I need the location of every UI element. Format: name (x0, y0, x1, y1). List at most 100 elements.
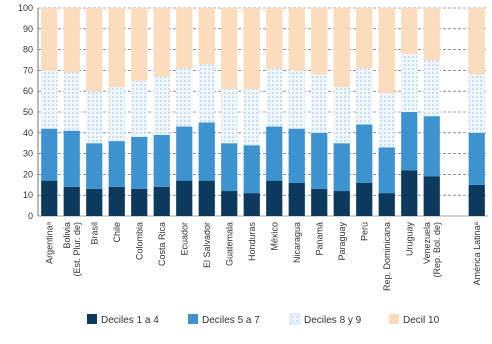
x-tick-label: Honduras (247, 222, 257, 262)
legend-swatch (87, 314, 97, 324)
bar-segment-4 (108, 8, 125, 88)
bar-segment-3 (41, 70, 58, 129)
bar-segment-3 (423, 60, 440, 117)
bar-segment-2 (333, 143, 350, 192)
gridlines (38, 7, 488, 217)
bar-segment-3 (468, 74, 485, 133)
legend-label: Deciles 1 a 4 (101, 315, 159, 326)
bar-segment-2 (356, 124, 373, 183)
bar-segment-4 (288, 8, 305, 71)
bar-segment-1 (221, 191, 238, 216)
legend-label: Deciles 5 a 7 (202, 315, 260, 326)
y-tick-label: 20 (23, 169, 33, 179)
x-tick-label: Guatemala (224, 222, 234, 266)
x-tick-label: Costa Rica (157, 222, 167, 266)
legend-swatch (188, 314, 198, 324)
bar-segment-1 (108, 186, 125, 216)
y-tick-label: 70 (23, 65, 33, 75)
bar-segment-2 (468, 132, 485, 185)
x-tick-label: México (269, 222, 279, 251)
bar-segment-2 (311, 132, 328, 189)
x-tick-label: América Latinaᵃ (472, 221, 482, 285)
x-axis: Argentinaᵃ Bolivia (Est. Plur. de) Brasil Ch… (44, 221, 482, 291)
bar-segment-4 (311, 8, 328, 75)
x-tick-label: Rep. Dominicana (382, 222, 392, 291)
bar-segment-2 (288, 128, 305, 183)
x-tick-label: Venezuela (422, 222, 432, 264)
bar-segment-2 (243, 145, 260, 194)
x-tick-label: Perú (359, 222, 369, 241)
bar-segment-2 (131, 136, 148, 189)
y-axis: 0 10 20 30 40 50 60 70 80 90 100 (18, 3, 39, 221)
bar-segment-4 (356, 8, 373, 69)
bar-segment-2 (221, 143, 238, 192)
bar-segment-3 (243, 89, 260, 146)
y-tick-label: 100 (18, 3, 33, 13)
x-tick-label: Uruguay (404, 222, 414, 257)
bar-segment-1 (288, 182, 305, 216)
bar-segment-2 (266, 126, 283, 181)
bar-segment-3 (198, 64, 215, 123)
bar-segment-1 (311, 188, 328, 216)
x-tick-label: Bolivia (62, 222, 72, 249)
bar-segment-4 (243, 8, 260, 90)
bar-segment-2 (401, 112, 418, 171)
bar-segment-2 (378, 147, 395, 194)
legend-label: Decil 10 (403, 315, 440, 326)
bar-segment-1 (378, 193, 395, 216)
bar-segment-3 (86, 91, 103, 144)
bar-segment-4 (176, 8, 193, 69)
bar-segment-4 (423, 8, 440, 60)
y-tick-label: 50 (23, 107, 33, 117)
bar-segment-1 (131, 188, 148, 216)
bar-segment-4 (266, 8, 283, 69)
bar-segment-4 (198, 8, 215, 65)
x-tick-label: Panamá (314, 222, 324, 256)
y-tick-label: 0 (28, 211, 33, 221)
bar-segment-1 (86, 188, 103, 216)
bar-segment-1 (198, 180, 215, 216)
bar-segment-3 (288, 70, 305, 129)
bars (41, 8, 485, 216)
bar-segment-4 (63, 8, 80, 73)
x-tick-label: Nicaragua (292, 222, 302, 263)
bar-segment-3 (176, 68, 193, 127)
bar-segment-1 (63, 186, 80, 216)
y-tick-label: 60 (23, 86, 33, 96)
legend-swatch (389, 314, 399, 324)
bar-segment-1 (266, 180, 283, 216)
legend: Deciles 1 a 4 Deciles 5 a 7 Deciles 8 y 9 D… (87, 313, 440, 326)
x-tick-label: Colombia (134, 222, 144, 260)
bar-segment-2 (198, 122, 215, 181)
legend-swatch (289, 313, 301, 325)
bar-segment-3 (266, 68, 283, 127)
bar-segment-1 (356, 182, 373, 216)
y-tick-label: 40 (23, 128, 33, 138)
x-tick-label: Brasil (89, 222, 99, 245)
bar-segment-4 (41, 8, 58, 71)
bar-segment-4 (131, 8, 148, 81)
bar-segment-1 (243, 193, 260, 216)
bar-segment-2 (423, 116, 440, 177)
y-tick-label: 30 (23, 149, 33, 159)
x-tick-label: Chile (112, 222, 122, 243)
bar-segment-1 (41, 180, 58, 216)
bar-segment-4 (468, 8, 485, 75)
x-tick-label: (Est. Plur. de) (72, 222, 82, 277)
x-tick-label: Paraguay (337, 222, 347, 261)
bar-segment-3 (108, 87, 125, 142)
y-tick-label: 80 (23, 45, 33, 55)
bar-segment-4 (86, 8, 103, 92)
bar-segment-3 (153, 76, 170, 135)
bar-segment-2 (41, 128, 58, 181)
x-tick-label: Argentinaᵃ (44, 221, 54, 264)
bar-segment-2 (176, 126, 193, 181)
bar-segment-4 (153, 8, 170, 77)
bar-segment-2 (63, 130, 80, 187)
x-tick-label: El Salvador (202, 222, 212, 268)
bar-segment-3 (356, 68, 373, 125)
y-tick-label: 90 (23, 24, 33, 34)
bar-segment-2 (86, 143, 103, 189)
bar-segment-3 (333, 87, 350, 144)
bar-segment-1 (153, 186, 170, 216)
